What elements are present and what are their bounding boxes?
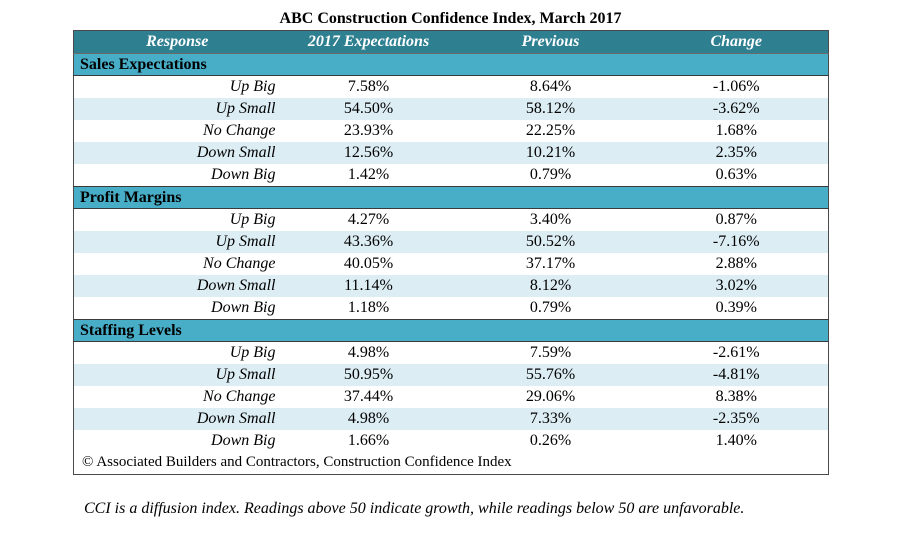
change-cell: 0.63% [715, 166, 757, 183]
expectations-cell: 11.14% [280, 275, 457, 297]
response-cell: Up Small [73, 98, 281, 120]
change-cell: 1.68% [715, 122, 757, 139]
change-cell: 0.87% [715, 211, 757, 228]
expectations-cell: 4.98% [347, 344, 390, 361]
previous-cell: 55.76% [456, 364, 645, 386]
expectations-cell: 50.95% [280, 364, 457, 386]
expectations-cell: 40.05% [343, 255, 394, 272]
table-row: Down Small 11.14% 8.12% 3.02% [73, 275, 829, 297]
change-cell: -4.81% [644, 364, 829, 386]
response-cell: No Change [203, 255, 276, 272]
previous-cell: 8.12% [456, 275, 645, 297]
footnote: CCI is a diffusion index. Readings above… [84, 500, 745, 517]
expectations-cell: 1.42% [347, 166, 390, 183]
change-cell: 2.88% [715, 255, 757, 272]
table-title: ABC Construction Confidence Index, March… [279, 10, 622, 27]
previous-cell: 0.26% [529, 432, 572, 449]
change-cell: -2.35% [644, 408, 829, 430]
response-cell: Up Big [229, 211, 276, 228]
expectations-cell: 43.36% [280, 231, 457, 253]
section-label: Sales Expectations [73, 53, 829, 76]
response-cell: Up Small [73, 364, 281, 386]
expectations-cell: 7.58% [347, 78, 390, 95]
table-row: No Change 23.93% 22.25% 1.68% [74, 120, 829, 142]
change-cell: 8.38% [715, 388, 757, 405]
previous-cell: 0.79% [529, 299, 572, 316]
column-header-response: Response [73, 30, 281, 54]
table-row: Down Small 4.98% 7.33% -2.35% [73, 408, 829, 430]
response-cell: Down Big [211, 299, 276, 316]
previous-cell: 0.79% [529, 166, 572, 183]
expectations-cell: 54.50% [280, 98, 457, 120]
previous-cell: 58.12% [456, 98, 645, 120]
confidence-index-table: Response 2017 Expectations Previous Chan… [73, 30, 829, 475]
header-row: Response 2017 Expectations Previous Chan… [73, 30, 829, 54]
response-cell: Down Small [73, 408, 281, 430]
change-cell: 2.35% [644, 142, 829, 164]
response-cell: No Change [203, 122, 276, 139]
previous-cell: 7.33% [456, 408, 645, 430]
previous-cell: 29.06% [525, 388, 576, 405]
previous-cell: 10.21% [456, 142, 645, 164]
change-cell: -2.61% [712, 344, 760, 361]
table-row: Down Big 1.42% 0.79% 0.63% [74, 164, 829, 187]
previous-cell: 50.52% [456, 231, 645, 253]
expectations-cell: 12.56% [280, 142, 457, 164]
table-row: Up Big 4.27% 3.40% 0.87% [74, 209, 829, 232]
table-row: No Change 40.05% 37.17% 2.88% [74, 253, 829, 275]
table-row: Down Big 1.66% 0.26% 1.40% [74, 430, 829, 452]
expectations-cell: 37.44% [343, 388, 394, 405]
expectations-cell: 23.93% [343, 122, 394, 139]
table-row: Up Small 50.95% 55.76% -4.81% [73, 364, 829, 386]
change-cell: -3.62% [644, 98, 829, 120]
column-header-previous: Previous [456, 30, 645, 54]
response-cell: Up Small [73, 231, 281, 253]
previous-cell: 8.64% [529, 78, 572, 95]
section-row: Sales Expectations [73, 53, 829, 76]
column-header-expectations: 2017 Expectations [280, 30, 457, 54]
response-cell: Up Big [229, 344, 276, 361]
response-cell: Down Small [73, 275, 281, 297]
change-cell: 0.39% [715, 299, 757, 316]
section-label: Profit Margins [73, 186, 829, 209]
response-cell: Down Small [73, 142, 281, 164]
table-row: Up Small 54.50% 58.12% -3.62% [73, 98, 829, 120]
table-row: Up Big 7.58% 8.64% -1.06% [74, 76, 829, 99]
source-row: © Associated Builders and Contractors, C… [74, 452, 829, 475]
previous-cell: 37.17% [525, 255, 576, 272]
table-row: Up Small 43.36% 50.52% -7.16% [73, 231, 829, 253]
expectations-cell: 1.66% [347, 432, 390, 449]
response-cell: Down Big [211, 166, 276, 183]
table-row: Down Big 1.18% 0.79% 0.39% [74, 297, 829, 320]
previous-cell: 7.59% [529, 344, 572, 361]
previous-cell: 22.25% [525, 122, 576, 139]
section-row: Staffing Levels [73, 319, 829, 342]
table-row: No Change 37.44% 29.06% 8.38% [74, 386, 829, 408]
section-label: Staffing Levels [73, 319, 829, 342]
response-cell: Up Big [229, 78, 276, 95]
table-row: Down Small 12.56% 10.21% 2.35% [73, 142, 829, 164]
expectations-cell: 4.27% [347, 211, 390, 228]
change-cell: 3.02% [644, 275, 829, 297]
expectations-cell: 4.98% [280, 408, 457, 430]
table-body: Sales Expectations Up Big 7.58% 8.64% -1.06%… [73, 53, 829, 453]
response-cell: No Change [203, 388, 276, 405]
section-row: Profit Margins [73, 186, 829, 209]
change-cell: -1.06% [712, 78, 760, 95]
table-row: Up Big 4.98% 7.59% -2.61% [74, 342, 829, 365]
source-note: © Associated Builders and Contractors, C… [82, 453, 512, 470]
column-header-change: Change [644, 30, 829, 54]
previous-cell: 3.40% [529, 211, 572, 228]
change-cell: -7.16% [644, 231, 829, 253]
response-cell: Down Big [211, 432, 276, 449]
change-cell: 1.40% [715, 432, 757, 449]
expectations-cell: 1.18% [347, 299, 390, 316]
